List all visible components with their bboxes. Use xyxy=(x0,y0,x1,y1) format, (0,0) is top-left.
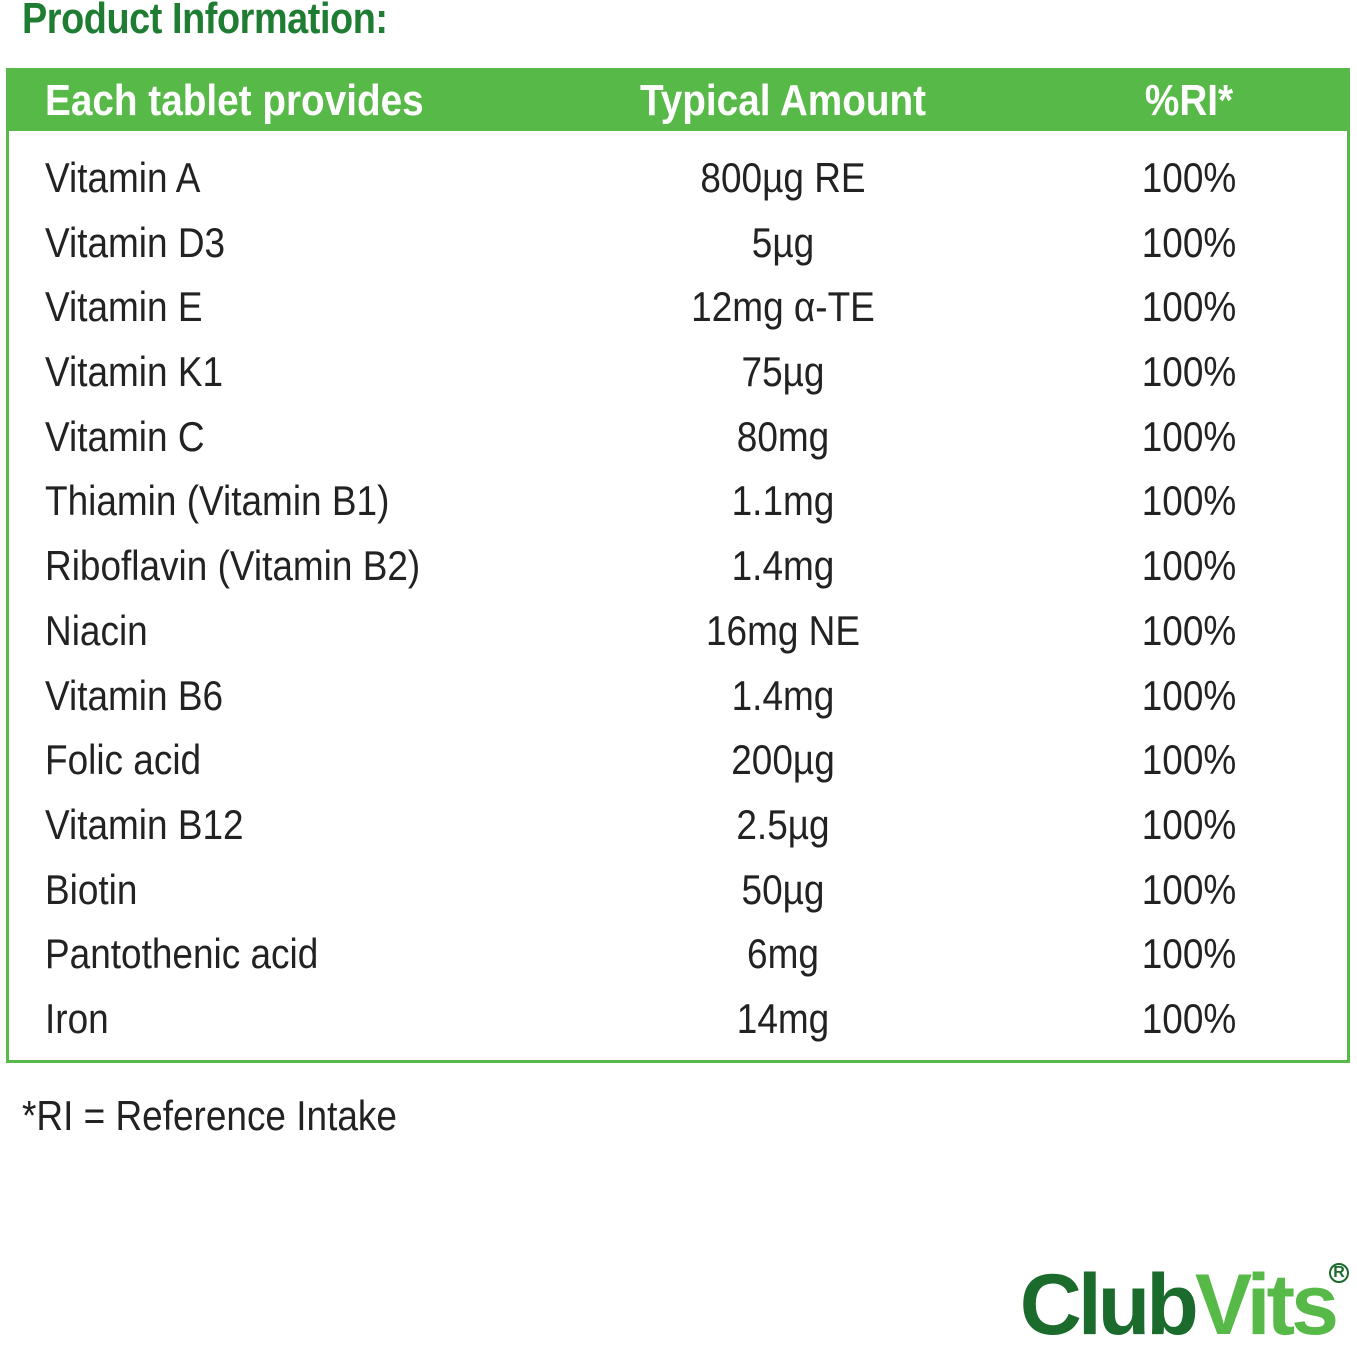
nutrition-table: Each tablet provides Typical Amount %RI*… xyxy=(6,68,1350,1063)
nutrient-cell: Vitamin D3 xyxy=(45,218,226,266)
table-row: Biotin 50µg 100% xyxy=(9,858,1347,923)
table-row: Folic acid 200µg 100% xyxy=(9,728,1347,793)
nutrient-cell: Vitamin K1 xyxy=(45,348,224,396)
table-row: Riboflavin (Vitamin B2) 1.4mg 100% xyxy=(9,534,1347,599)
amount-cell: 1.4mg xyxy=(731,671,835,719)
nutrient-cell: Vitamin E xyxy=(45,283,203,331)
nutrient-cell: Folic acid xyxy=(45,736,202,784)
table-row: Vitamin K1 75µg 100% xyxy=(9,340,1347,405)
amount-cell: 1.4mg xyxy=(731,542,835,590)
logo-text-club: Club xyxy=(1019,1257,1199,1353)
table-body: Vitamin A 800µg RE 100% Vitamin D3 5µg 100% Vi… xyxy=(9,146,1347,1052)
footnote: *RI = Reference Intake xyxy=(22,1092,397,1139)
amount-cell: 2.5µg xyxy=(736,800,830,848)
amount-cell: 14mg xyxy=(736,994,830,1042)
ri-cell: 100% xyxy=(1141,800,1237,848)
table-header-row: Each tablet provides Typical Amount %RI* xyxy=(9,71,1347,131)
table-row: Iron 14mg 100% xyxy=(9,987,1347,1052)
amount-cell: 200µg xyxy=(731,736,835,784)
ri-cell: 100% xyxy=(1141,154,1237,201)
column-header-ri: %RI* xyxy=(1144,76,1234,125)
table-row: Thiamin (Vitamin B1) 1.1mg 100% xyxy=(9,469,1347,534)
amount-cell: 16mg NE xyxy=(705,606,861,654)
ri-cell: 100% xyxy=(1141,865,1237,913)
ri-cell: 100% xyxy=(1141,606,1237,654)
page-title: Product Information: xyxy=(22,0,388,43)
amount-cell: 12mg α-TE xyxy=(691,283,875,331)
column-header-nutrient: Each tablet provides xyxy=(45,76,424,125)
table-row: Vitamin A 800µg RE 100% xyxy=(9,146,1347,211)
table-row: Vitamin B6 1.4mg 100% xyxy=(9,664,1347,729)
table-row: Vitamin D3 5µg 100% xyxy=(9,211,1347,276)
nutrient-cell: Vitamin B6 xyxy=(45,671,224,719)
nutrient-cell: Vitamin B12 xyxy=(45,800,244,848)
ri-cell: 100% xyxy=(1141,671,1237,719)
ri-cell: 100% xyxy=(1141,283,1237,331)
amount-cell: 800µg RE xyxy=(700,154,866,201)
column-header-amount: Typical Amount xyxy=(639,76,927,125)
nutrient-cell: Riboflavin (Vitamin B2) xyxy=(45,542,421,590)
ri-cell: 100% xyxy=(1141,930,1237,978)
nutrient-cell: Thiamin (Vitamin B1) xyxy=(45,477,390,525)
amount-cell: 6mg xyxy=(747,930,819,978)
ri-cell: 100% xyxy=(1141,542,1237,590)
ri-cell: 100% xyxy=(1141,348,1237,396)
nutrient-cell: Niacin xyxy=(45,606,148,654)
brand-logo: ClubVits R xyxy=(1019,1255,1349,1355)
amount-cell: 80mg xyxy=(736,412,830,460)
logo-text-vits: Vits xyxy=(1194,1257,1339,1353)
nutrient-cell: Biotin xyxy=(45,865,138,913)
amount-cell: 50µg xyxy=(741,865,825,913)
nutrient-cell: Iron xyxy=(45,994,109,1042)
table-row: Vitamin B12 2.5µg 100% xyxy=(9,793,1347,858)
amount-cell: 5µg xyxy=(751,218,815,266)
registered-mark-icon: R xyxy=(1329,1263,1349,1283)
ri-cell: 100% xyxy=(1141,218,1237,266)
nutrient-cell: Pantothenic acid xyxy=(45,930,319,978)
table-row: Vitamin C 80mg 100% xyxy=(9,405,1347,470)
table-row: Vitamin E 12mg α-TE 100% xyxy=(9,275,1347,340)
ri-cell: 100% xyxy=(1141,412,1237,460)
table-row: Pantothenic acid 6mg 100% xyxy=(9,922,1347,987)
amount-cell: 1.1mg xyxy=(731,477,835,525)
nutrient-cell: Vitamin C xyxy=(45,412,205,460)
amount-cell: 75µg xyxy=(741,348,825,396)
ri-cell: 100% xyxy=(1141,994,1237,1042)
table-row: Niacin 16mg NE 100% xyxy=(9,599,1347,664)
ri-cell: 100% xyxy=(1141,736,1237,784)
ri-cell: 100% xyxy=(1141,477,1237,525)
nutrient-cell: Vitamin A xyxy=(45,154,201,201)
